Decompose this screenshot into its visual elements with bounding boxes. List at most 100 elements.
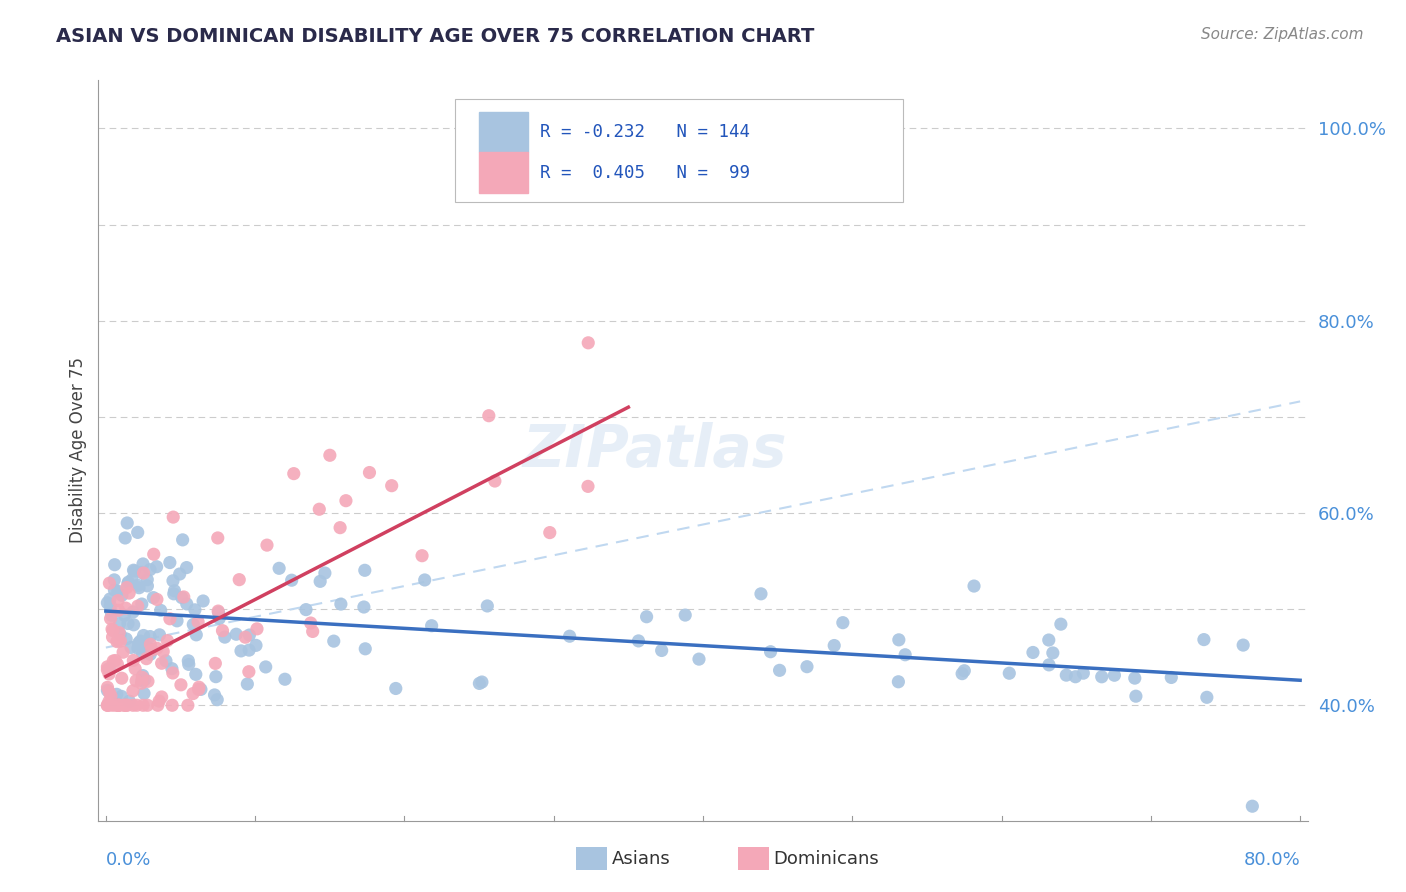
Point — [1241, 799, 1264, 814]
Point — [169, 567, 191, 582]
Point — [177, 698, 200, 713]
Point — [132, 628, 155, 642]
Point — [118, 694, 141, 708]
Point — [329, 597, 352, 611]
Point — [413, 573, 436, 587]
Point — [135, 651, 157, 665]
Point — [115, 632, 138, 646]
Point — [96, 698, 118, 713]
Point — [238, 665, 260, 679]
Point — [101, 624, 124, 638]
Point — [211, 624, 233, 638]
Point — [309, 574, 332, 589]
Point — [208, 611, 231, 625]
Point — [1091, 670, 1114, 684]
Point — [204, 688, 226, 702]
Point — [238, 628, 260, 642]
Point — [128, 636, 150, 650]
Point — [110, 634, 132, 648]
Point — [214, 630, 236, 644]
Point — [97, 695, 120, 709]
Point — [314, 566, 336, 580]
Point — [127, 599, 149, 614]
Point — [114, 601, 136, 615]
Point — [1050, 617, 1073, 632]
Point — [136, 573, 159, 587]
Point — [538, 525, 561, 540]
Point — [101, 698, 124, 713]
Point — [1123, 671, 1146, 685]
Point — [145, 559, 167, 574]
Point — [107, 698, 129, 713]
Point — [148, 694, 170, 708]
Point — [190, 682, 212, 697]
Point — [159, 556, 181, 570]
Point — [139, 648, 162, 662]
Point — [120, 640, 142, 655]
Point — [353, 600, 375, 615]
Point — [254, 660, 277, 674]
Point — [139, 641, 162, 656]
Point — [96, 596, 118, 610]
Point — [207, 606, 229, 620]
Point — [101, 630, 124, 644]
Point — [122, 605, 145, 619]
Point — [163, 587, 186, 601]
Point — [115, 516, 138, 530]
Point — [115, 581, 138, 595]
Point — [111, 671, 134, 685]
Point — [998, 666, 1021, 681]
Point — [110, 690, 132, 704]
Point — [335, 493, 357, 508]
Point — [381, 478, 404, 492]
Point — [627, 634, 650, 648]
Point — [162, 574, 184, 588]
Point — [110, 627, 132, 641]
Point — [96, 683, 118, 698]
Point — [187, 682, 209, 697]
Point — [125, 698, 148, 713]
Point — [155, 654, 177, 668]
Point — [170, 678, 193, 692]
Point — [132, 668, 155, 682]
Point — [117, 698, 139, 713]
Text: Dominicans: Dominicans — [773, 850, 879, 868]
Point — [141, 643, 163, 657]
Point — [187, 680, 209, 694]
Point — [114, 531, 136, 545]
Point — [146, 698, 169, 713]
Point — [127, 641, 149, 656]
Point — [131, 597, 153, 611]
Point — [299, 615, 322, 630]
Point — [136, 698, 159, 713]
Point — [651, 643, 673, 657]
Point — [205, 692, 228, 706]
Point — [162, 510, 184, 524]
Point — [636, 609, 658, 624]
Point — [1038, 657, 1060, 672]
Point — [477, 599, 499, 613]
Point — [121, 573, 143, 587]
Point — [359, 466, 381, 480]
Text: Asians: Asians — [612, 850, 671, 868]
Point — [105, 687, 128, 701]
Point — [103, 573, 125, 587]
Point — [963, 579, 986, 593]
Point — [96, 660, 118, 674]
Point — [186, 628, 208, 642]
Bar — [479, 153, 527, 194]
Y-axis label: Disability Age Over 75: Disability Age Over 75 — [69, 358, 87, 543]
Point — [98, 685, 121, 699]
Bar — [479, 112, 527, 153]
Point — [181, 617, 204, 632]
Point — [1054, 668, 1077, 682]
Point — [484, 474, 506, 488]
Point — [207, 531, 229, 545]
Point — [141, 643, 163, 657]
Point — [768, 664, 790, 678]
FancyBboxPatch shape — [456, 99, 903, 202]
Point — [108, 616, 131, 631]
Point — [139, 637, 162, 651]
Point — [122, 683, 145, 698]
Point — [105, 634, 128, 648]
